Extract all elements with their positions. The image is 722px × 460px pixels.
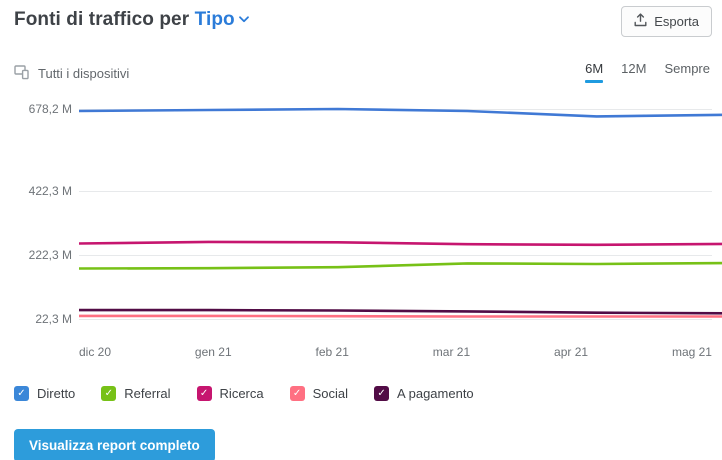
series-line-social[interactable] (79, 314, 722, 318)
y-tick-label: 22,3 M (35, 312, 72, 326)
legend-item-referral[interactable]: ✓ Referral (101, 386, 171, 401)
checkbox-ricerca[interactable]: ✓ (196, 386, 212, 401)
legend-label-ricerca: Ricerca (219, 386, 264, 401)
x-tick-label: feb 21 (315, 345, 349, 359)
x-tick-label: gen 21 (194, 345, 232, 359)
legend-label-diretto: Diretto (37, 386, 76, 401)
export-icon (634, 13, 647, 30)
y-tick-label: 222,3 M (28, 248, 72, 262)
toolbar: Tutti i dispositivi 6M 12M Sempre (14, 61, 712, 83)
type-selector-label: Tipo (194, 9, 235, 30)
time-range-tabs: 6M 12M Sempre (585, 61, 712, 83)
export-button[interactable]: Esporta (621, 6, 712, 37)
series-line-ricerca[interactable] (79, 240, 722, 247)
traffic-chart: 678,2 M 422,3 M 222,3 M 22,3 M (14, 91, 722, 341)
gridline (79, 319, 712, 320)
checkbox-a-pagamento[interactable]: ✓ (374, 386, 390, 401)
chart-legend: ✓ Diretto ✓ Referral ✓ Ricerca ✓ Social … (14, 386, 712, 401)
series-line-diretto[interactable] (79, 107, 722, 118)
device-filter[interactable]: Tutti i dispositivi (14, 64, 129, 83)
view-full-report-button[interactable]: Visualizza report completo (14, 429, 215, 460)
x-tick-label: mag 21 (671, 345, 712, 359)
device-filter-label: Tutti i dispositivi (38, 66, 130, 81)
header: Fonti di traffico per Tipo Esporta (14, 6, 712, 37)
checkbox-diretto[interactable]: ✓ (14, 386, 29, 401)
gridline (79, 190, 712, 192)
checkbox-referral[interactable]: ✓ (101, 386, 117, 401)
checkbox-social[interactable]: ✓ (289, 386, 305, 401)
y-tick-label: 678,2 M (28, 102, 72, 116)
legend-label-a-pagamento: A pagamento (397, 386, 474, 401)
legend-item-diretto[interactable]: ✓ Diretto (14, 386, 75, 401)
legend-label-social: Social (312, 386, 349, 401)
x-tick-label: mar 21 (432, 345, 471, 359)
devices-icon (14, 64, 30, 83)
export-button-label: Esporta (654, 14, 699, 29)
legend-label-referral: Referral (124, 386, 171, 401)
legend-item-a-pagamento[interactable]: ✓ A pagamento (374, 386, 474, 401)
gridline (79, 255, 712, 256)
x-tick-label: dic 20 (79, 345, 112, 359)
tab-6m[interactable]: 6M (585, 61, 604, 83)
type-selector-dropdown[interactable]: Tipo (195, 9, 250, 30)
y-tick-label: 422,3 M (28, 183, 72, 198)
series-line-a-pagamento[interactable] (79, 308, 722, 315)
chart-plot-area[interactable] (79, 91, 722, 341)
chevron-down-icon (238, 8, 250, 30)
x-axis-labels: dic 20 gen 21 feb 21 mar 21 apr 21 mag 21 (79, 345, 712, 359)
page-title-text: Fonti di traffico per (14, 9, 195, 30)
tab-12m[interactable]: 12M (621, 61, 647, 76)
series-line-referral[interactable] (79, 261, 722, 270)
x-tick-label: apr 21 (554, 345, 589, 359)
legend-item-ricerca[interactable]: ✓ Ricerca (196, 386, 264, 401)
tab-sempre[interactable]: Sempre (664, 61, 710, 76)
legend-item-social[interactable]: ✓ Social (289, 386, 349, 401)
page-title: Fonti di traffico per Tipo (14, 6, 250, 31)
